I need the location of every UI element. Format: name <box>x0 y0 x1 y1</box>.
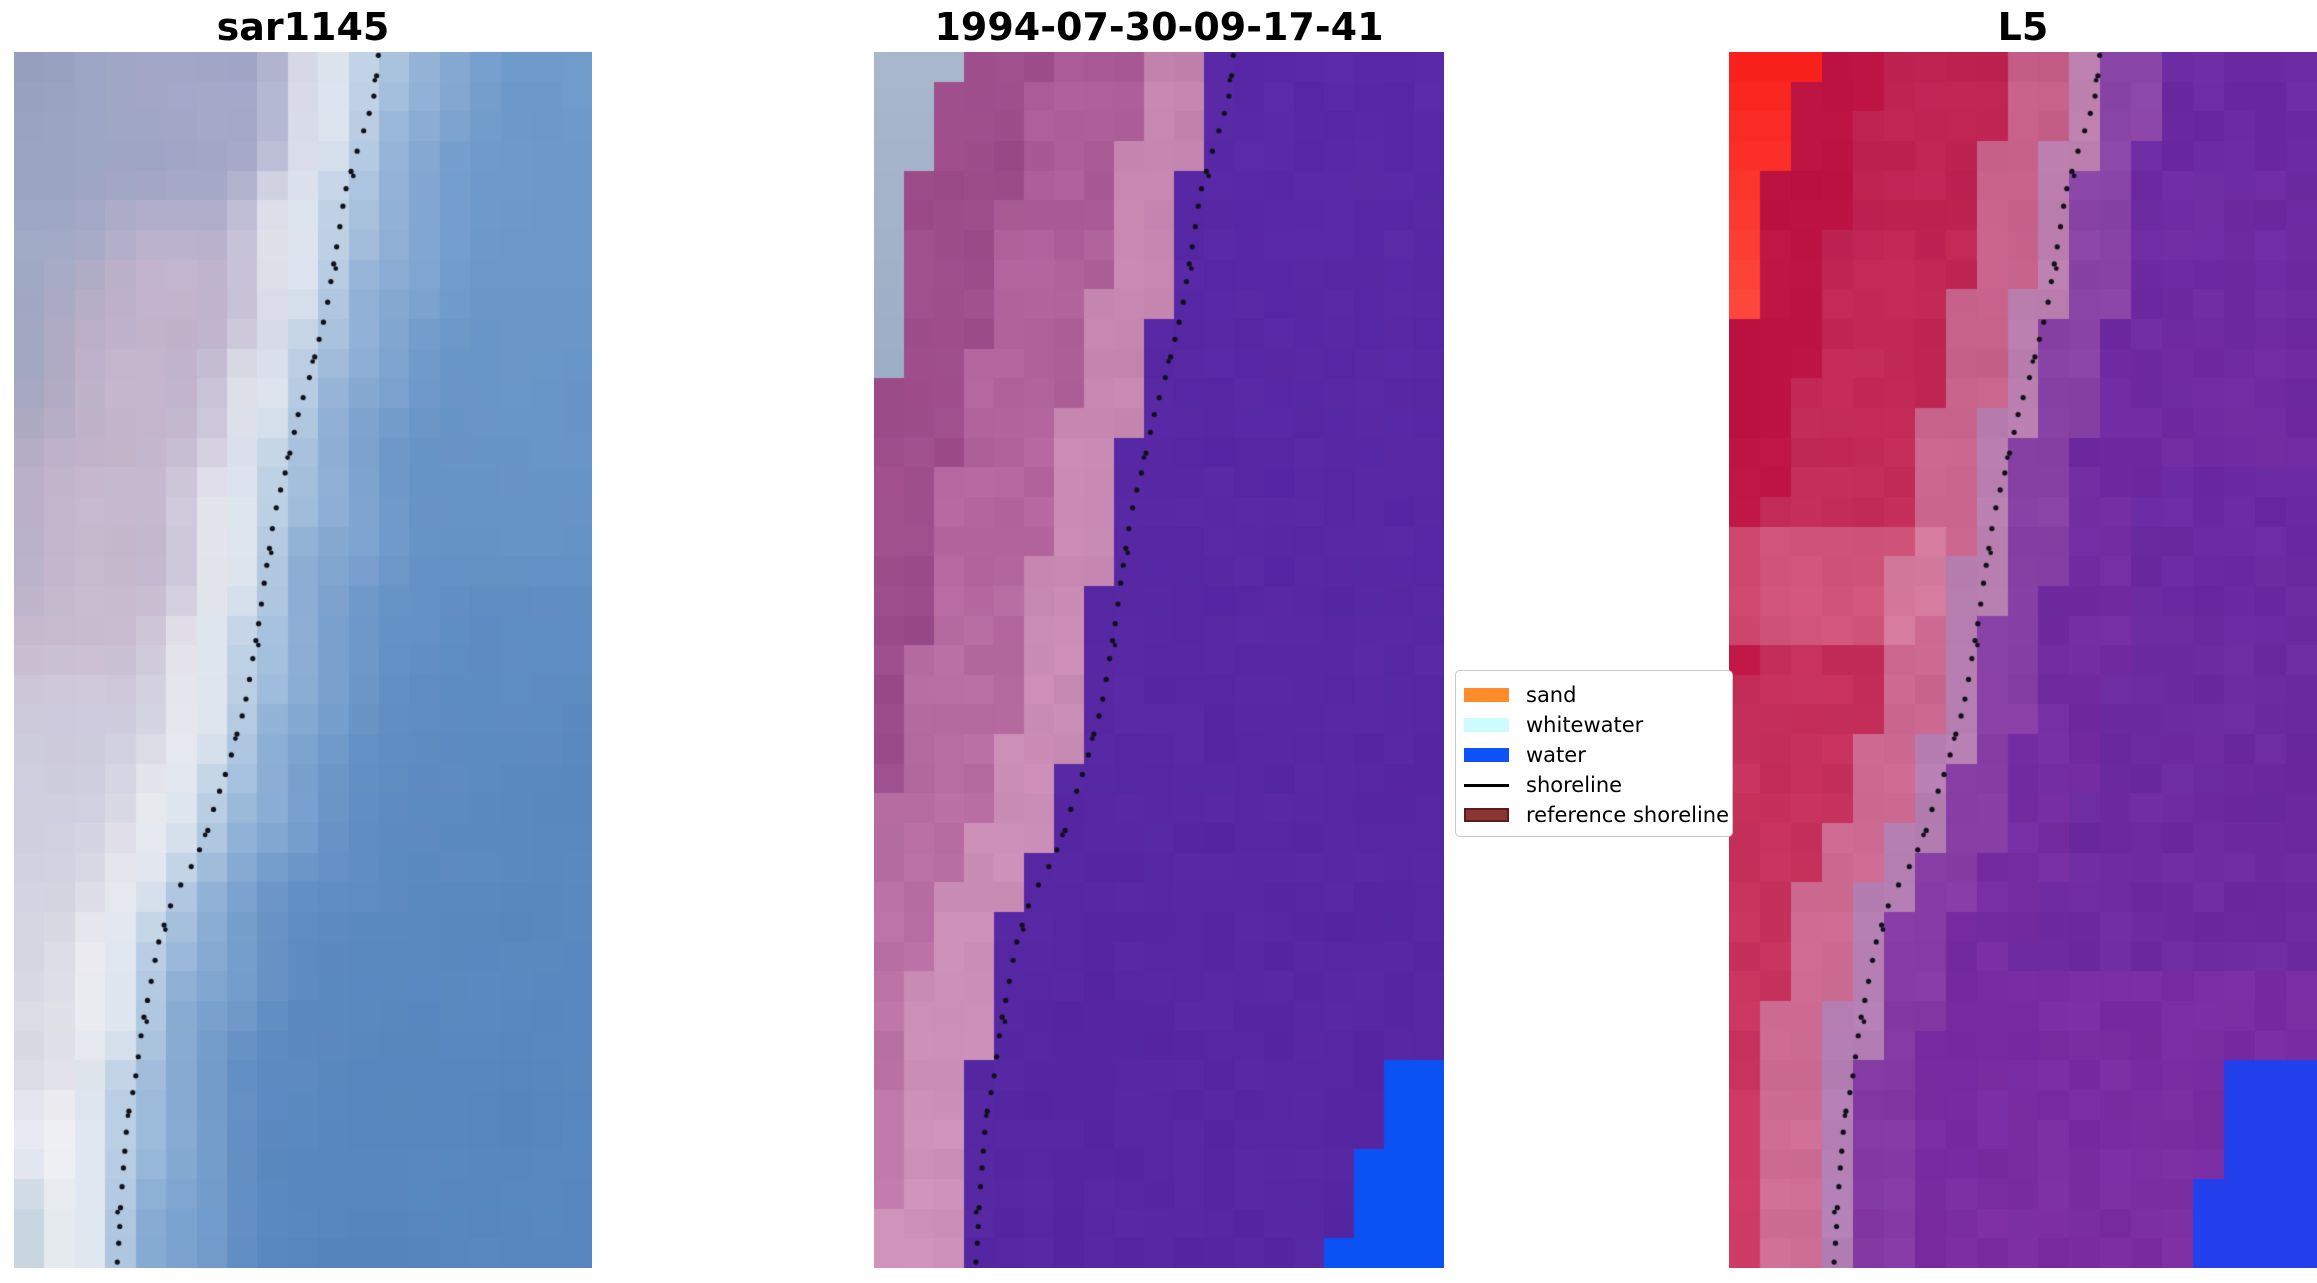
shoreline-line-icon <box>1464 783 1509 787</box>
whitewater-swatch-icon <box>1464 718 1509 732</box>
legend-entry-sand: sand <box>1464 680 1722 710</box>
legend-label-shoreline: shoreline <box>1526 773 1623 797</box>
sar-image <box>14 52 592 1268</box>
panel-title-l5: L5 <box>1997 5 2049 49</box>
legend-label-reference-shoreline: reference shoreline <box>1526 803 1730 827</box>
l5-image <box>1729 52 2317 1268</box>
panel-title-date: 1994-07-30-09-17-41 <box>934 5 1384 49</box>
reference-shoreline-swatch-icon <box>1464 808 1509 822</box>
sand-swatch-icon <box>1464 688 1509 702</box>
legend-entry-shoreline: shoreline <box>1464 770 1722 800</box>
panel-title-sar1145: sar1145 <box>216 5 390 49</box>
legend: sand whitewater water shoreline referenc… <box>1455 670 1733 837</box>
legend-label-sand: sand <box>1526 683 1577 707</box>
legend-entry-water: water <box>1464 740 1722 770</box>
legend-label-water: water <box>1526 743 1586 767</box>
water-swatch-icon <box>1464 748 1509 762</box>
legend-entry-reference-shoreline: reference shoreline <box>1464 800 1729 830</box>
legend-label-whitewater: whitewater <box>1526 713 1644 737</box>
classified-image <box>874 52 1444 1268</box>
legend-entry-whitewater: whitewater <box>1464 710 1722 740</box>
